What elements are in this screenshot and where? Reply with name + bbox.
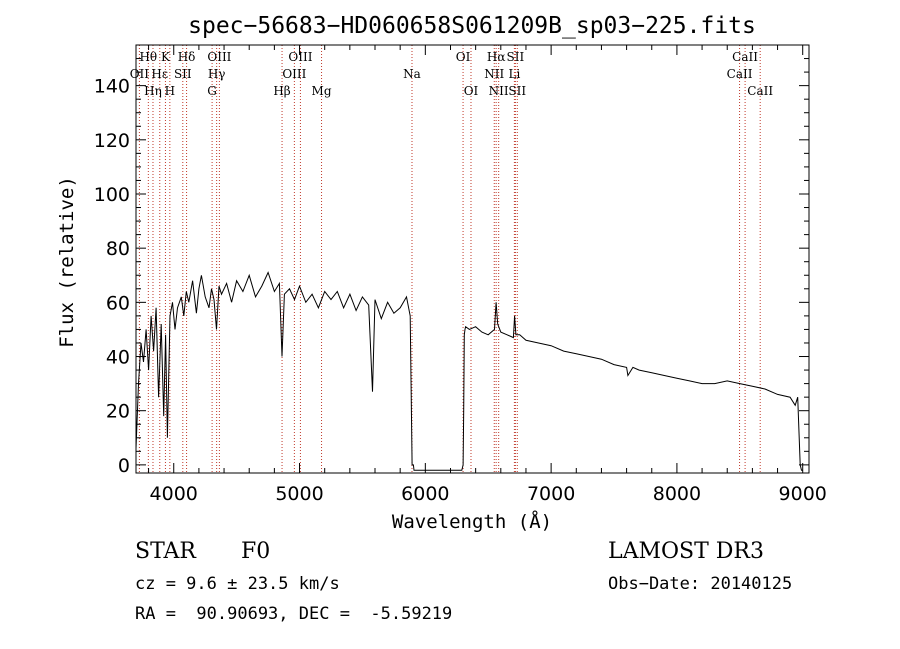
x-tick-label: 6000 <box>401 483 449 505</box>
line-label: CaII <box>727 67 753 81</box>
y-tick-label: 80 <box>106 238 130 260</box>
line-label: Hη <box>144 84 162 98</box>
line-label: Na <box>403 67 421 81</box>
x-tick-label: 9000 <box>779 483 827 505</box>
y-tick-label: 100 <box>94 184 130 206</box>
plot-frame <box>135 44 810 474</box>
spectrum-line <box>135 271 803 471</box>
line-label: SII <box>174 67 192 81</box>
chart-title: spec−56683−HD060658S061209B_sp03−225.fit… <box>188 13 756 39</box>
line-label: Li <box>508 67 520 81</box>
line-marker-group <box>138 45 761 473</box>
line-label: OIII <box>288 50 312 64</box>
y-tick-label: 40 <box>106 347 130 369</box>
coordinates-text: RA = 90.90693, DEC = -5.59219 <box>135 604 453 624</box>
line-label: NII <box>489 84 509 98</box>
line-label: CaII <box>747 84 773 98</box>
line-label: OI <box>464 84 479 98</box>
y-tick-label: 140 <box>94 76 130 98</box>
x-tick-label: 8000 <box>653 483 701 505</box>
object-class: STAR <box>135 539 196 564</box>
redshift-text: cz = 9.6 ± 23.5 km/s <box>135 574 340 594</box>
x-axis: 4000 5000 6000 7000 8000 9000 <box>148 45 827 505</box>
line-label: CaII <box>732 50 758 64</box>
line-label: OI <box>456 50 471 64</box>
line-label: Hδ <box>178 50 196 64</box>
x-axis-label: Wavelength (Å) <box>392 510 552 533</box>
line-label: H <box>165 84 175 98</box>
y-tick-label: 60 <box>106 292 130 314</box>
y-tick-label: 120 <box>94 130 130 152</box>
survey-label: LAMOST DR3 <box>608 539 764 564</box>
x-tick-label: 4000 <box>150 483 198 505</box>
y-tick-label: 0 <box>118 455 130 477</box>
line-label-group: Hθ OII Hη Hε K H Hδ SII OIII Hγ G Hβ OIII OIII Mg Na OI O… <box>130 50 774 98</box>
line-label: Mg <box>312 84 332 98</box>
line-label: K <box>161 50 171 64</box>
object-subclass: F0 <box>241 539 271 564</box>
line-label: SII <box>507 50 525 64</box>
x-tick-label: 7000 <box>527 483 575 505</box>
line-label: OII <box>130 67 150 81</box>
line-label: OIII <box>207 50 231 64</box>
line-label: Hγ <box>208 67 226 81</box>
x-tick-label: 5000 <box>275 483 323 505</box>
line-label: Hα <box>487 50 506 64</box>
line-label: Hθ <box>139 50 157 64</box>
y-tick-label: 20 <box>106 401 130 423</box>
y-axis-label: Flux (relative) <box>56 176 78 348</box>
line-label: SII <box>508 84 526 98</box>
obs-date-text: Obs−Date: 20140125 <box>608 574 793 594</box>
line-label: OIII <box>282 67 306 81</box>
line-label: NII <box>484 67 504 81</box>
line-label: Hβ <box>273 84 290 98</box>
line-label: G <box>207 84 217 98</box>
line-label: Hε <box>151 67 168 81</box>
y-axis: 0 20 40 60 80 100 120 140 <box>94 58 809 477</box>
